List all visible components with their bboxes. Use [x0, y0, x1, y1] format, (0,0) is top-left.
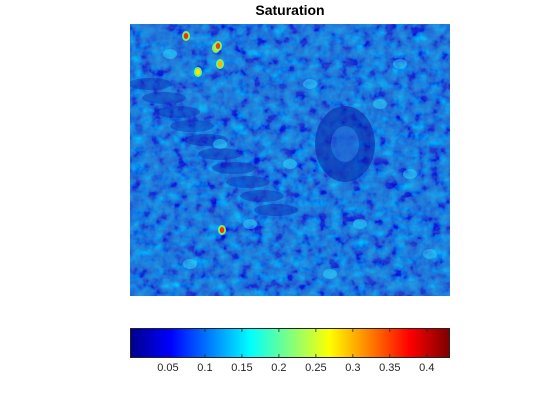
cyan-speckle	[373, 99, 387, 109]
cyan-speckle	[283, 159, 297, 169]
colorbar-tick-label: 0.2	[271, 362, 287, 374]
saturation-image	[130, 24, 450, 296]
cyan-speckle	[393, 59, 407, 69]
hot-spot	[215, 43, 221, 49]
cyan-speckle	[403, 169, 417, 179]
dark-band-segment	[170, 120, 214, 132]
dark-region	[315, 106, 375, 182]
dark-band-segment	[156, 106, 200, 118]
hot-spot	[183, 33, 189, 39]
colorbar	[130, 328, 450, 358]
colorbar-tick-label: 0.3	[345, 362, 361, 374]
dark-band-segment	[142, 92, 186, 104]
dark-band-segment	[226, 176, 270, 188]
cyan-speckle	[353, 219, 367, 229]
cyan-speckle	[213, 139, 227, 149]
dark-band-segment	[184, 134, 228, 146]
cyan-speckle	[243, 219, 257, 229]
hot-spot	[217, 61, 223, 67]
colorbar-tick-label: 0.35	[379, 362, 401, 374]
dark-band-segment	[212, 162, 256, 174]
cyan-speckle	[303, 79, 317, 89]
dark-band-segment	[130, 78, 172, 90]
cyan-speckle	[163, 49, 177, 59]
hot-spot	[195, 69, 201, 75]
dark-band-segment	[240, 190, 284, 202]
dark-band-segment	[198, 148, 242, 160]
saturation-image-canvas	[130, 24, 450, 296]
hot-spot	[219, 227, 225, 233]
cyan-speckle	[323, 269, 337, 279]
colorbar-tick-label: 0.25	[305, 362, 327, 374]
cyan-speckle	[183, 259, 197, 269]
light-region	[331, 126, 359, 162]
colorbar-tick-label: 0.1	[197, 362, 213, 374]
colorbar-tick-label: 0.05	[157, 362, 179, 374]
cyan-speckle	[423, 249, 437, 259]
colorbar-gradient	[131, 329, 449, 357]
dark-band-segment	[254, 204, 298, 216]
colorbar-tick-label: 0.4	[419, 362, 435, 374]
figure-title: Saturation	[255, 2, 325, 18]
colorbar-tick-label: 0.15	[231, 362, 253, 374]
